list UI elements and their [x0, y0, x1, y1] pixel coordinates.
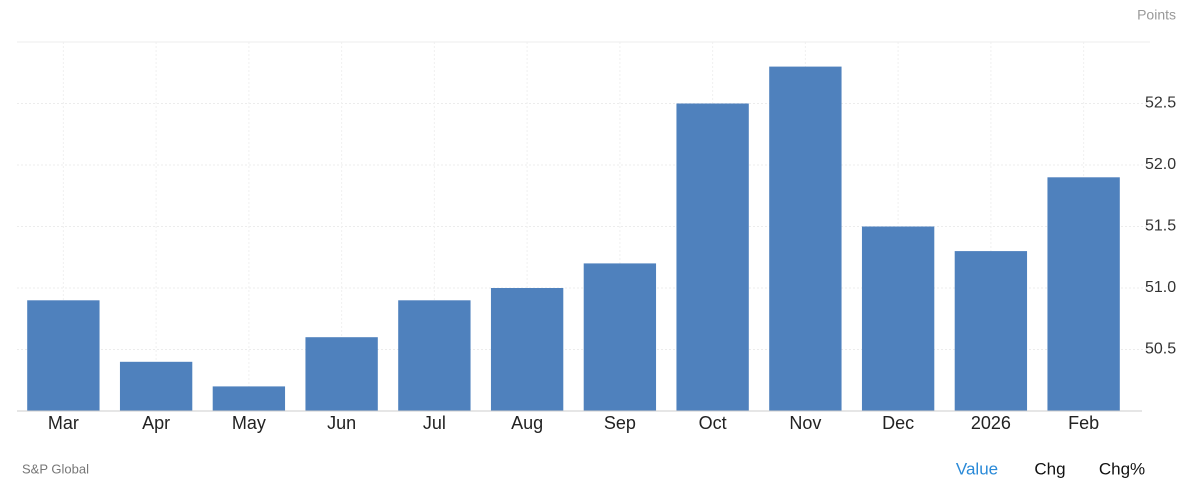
x-tick-label: Nov	[789, 413, 821, 433]
x-tick-label: Aug	[511, 413, 543, 433]
bar	[27, 300, 100, 411]
bar	[305, 337, 378, 411]
value-button[interactable]: Value	[956, 459, 998, 478]
chg-button[interactable]: Chg	[1034, 459, 1065, 478]
x-tick-label: May	[232, 413, 266, 433]
bar	[119, 361, 193, 411]
bar	[954, 251, 1028, 411]
x-tick-label: Apr	[142, 413, 170, 433]
x-tick-label: Jul	[423, 413, 446, 433]
bar	[398, 300, 471, 411]
y-tick-label: 51.5	[1145, 218, 1176, 235]
bar	[861, 226, 935, 411]
x-tick-label: Oct	[699, 413, 727, 433]
y-tick-label: 50.5	[1145, 341, 1176, 358]
bar	[676, 103, 749, 411]
y-tick-label: 52.5	[1145, 95, 1176, 112]
bar	[1047, 177, 1120, 411]
x-tick-label: Feb	[1068, 413, 1099, 433]
y-tick-label: 52.0	[1145, 156, 1176, 173]
x-tick-label: Mar	[48, 413, 79, 433]
unit-label: Points	[1137, 7, 1176, 23]
chg-pct-button[interactable]: Chg%	[1099, 459, 1145, 478]
bar	[490, 288, 564, 411]
x-tick-label: Dec	[882, 413, 914, 433]
bar	[769, 66, 842, 411]
x-tick-label: Sep	[604, 413, 636, 433]
bar	[583, 263, 657, 411]
x-tick-label: 2026	[971, 413, 1011, 433]
x-tick-label: Jun	[327, 413, 356, 433]
bar	[212, 386, 286, 411]
y-tick-label: 51.0	[1145, 279, 1176, 296]
source: S&P Global	[22, 461, 89, 476]
